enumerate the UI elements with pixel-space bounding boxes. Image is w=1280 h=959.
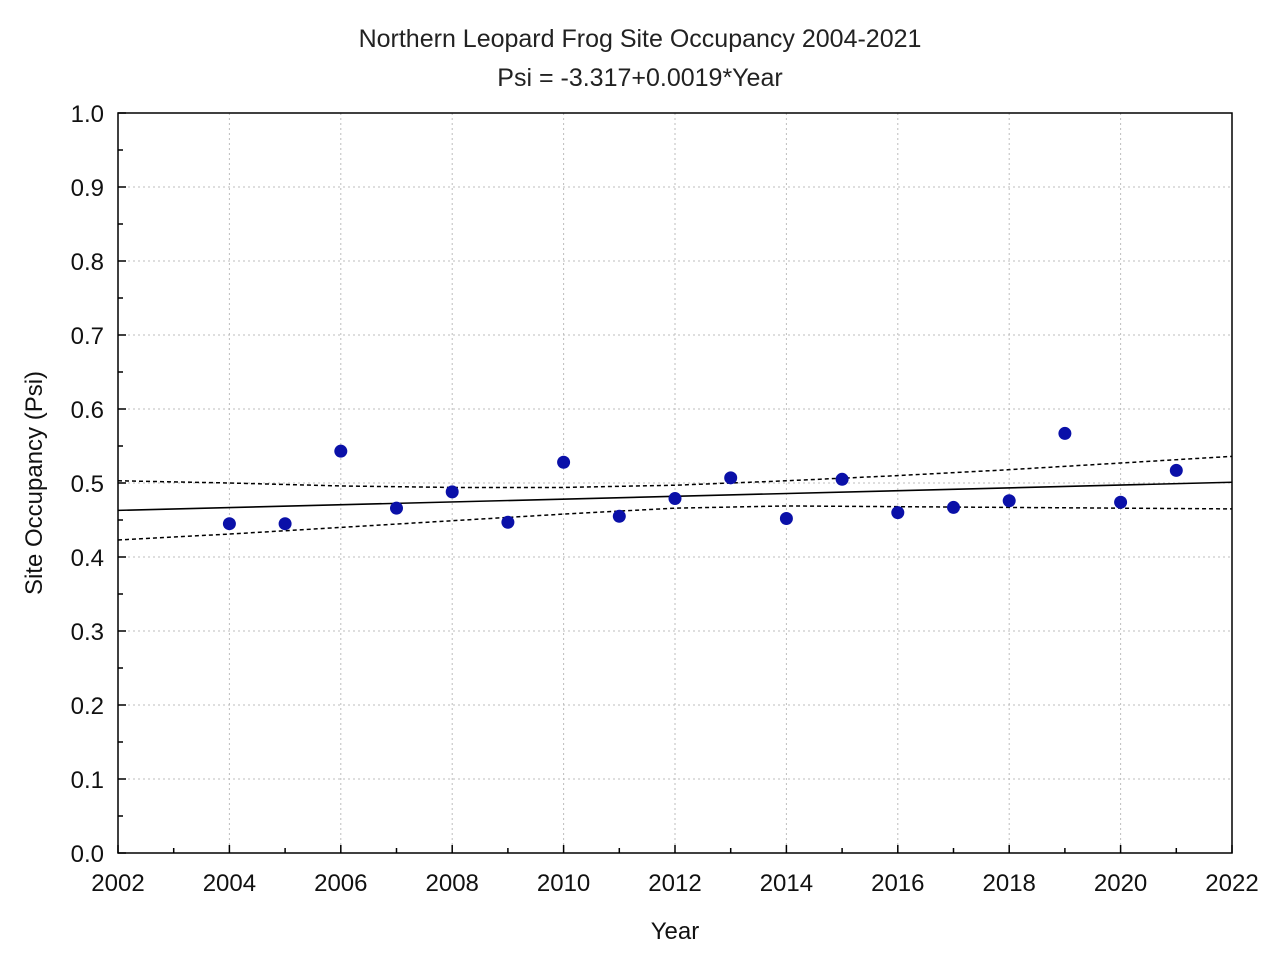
data-point bbox=[557, 455, 571, 469]
y-tick-label: 0.8 bbox=[71, 249, 104, 276]
x-tick-label: 2014 bbox=[760, 870, 813, 897]
y-tick-label: 0.4 bbox=[71, 545, 104, 572]
ci-lower-line bbox=[117, 505, 1233, 541]
data-point bbox=[222, 517, 236, 531]
data-point bbox=[1002, 494, 1016, 508]
y-tick-label: 0.5 bbox=[71, 471, 104, 498]
grid bbox=[118, 113, 1232, 853]
data-point bbox=[390, 501, 403, 515]
y-tick-label: 0.9 bbox=[71, 175, 104, 202]
axis-ticks bbox=[117, 112, 1233, 854]
data-point bbox=[891, 506, 905, 520]
data-point bbox=[501, 515, 515, 529]
data-point bbox=[947, 500, 960, 514]
y-tick-label: 0.3 bbox=[71, 619, 104, 646]
data-point bbox=[334, 444, 348, 458]
x-tick-label: 2010 bbox=[537, 870, 590, 897]
data-point bbox=[445, 485, 459, 499]
chart-subtitle: Psi = -3.317+0.0019*Year bbox=[497, 64, 782, 92]
data-points bbox=[222, 426, 1183, 531]
x-tick-label: 2004 bbox=[203, 870, 256, 897]
y-tick-label: 0.2 bbox=[71, 693, 104, 720]
chart-title: Northern Leopard Frog Site Occupancy 200… bbox=[359, 25, 922, 53]
y-tick-labels: 0.0 0.1 0.2 0.3 0.4 0.5 0.6 0.7 0.8 0.9 1.0 bbox=[71, 101, 104, 868]
x-tick-labels: 2002 2004 2006 2008 2010 2012 2014 2016 2018 2020… bbox=[91, 870, 1258, 897]
data-point bbox=[1058, 426, 1072, 440]
data-point bbox=[1114, 495, 1128, 509]
x-tick-label: 2008 bbox=[426, 870, 479, 897]
y-axis-label: Site Occupancy (Psi) bbox=[21, 371, 48, 595]
x-tick-label: 2016 bbox=[871, 870, 924, 897]
y-tick-label: 0.1 bbox=[71, 767, 104, 794]
ci-upper-line bbox=[117, 455, 1233, 489]
y-tick-label: 0.6 bbox=[71, 397, 104, 424]
y-tick-label: 0.0 bbox=[71, 841, 104, 868]
data-point bbox=[1169, 463, 1183, 477]
x-tick-label: 2006 bbox=[314, 870, 367, 897]
data-point bbox=[779, 512, 793, 526]
x-tick-label: 2020 bbox=[1094, 870, 1147, 897]
y-tick-label: 1.0 bbox=[71, 101, 104, 128]
x-tick-label: 2002 bbox=[91, 870, 144, 897]
data-point bbox=[835, 472, 849, 486]
x-tick-label: 2022 bbox=[1205, 870, 1258, 897]
data-point bbox=[724, 471, 738, 485]
y-tick-label: 0.7 bbox=[71, 323, 104, 350]
data-point bbox=[612, 509, 626, 523]
x-tick-label: 2018 bbox=[983, 870, 1036, 897]
x-tick-label: 2012 bbox=[648, 870, 701, 897]
x-axis-label: Year bbox=[651, 918, 700, 945]
data-point bbox=[278, 517, 292, 531]
data-point bbox=[668, 492, 682, 506]
confidence-band bbox=[117, 455, 1233, 541]
